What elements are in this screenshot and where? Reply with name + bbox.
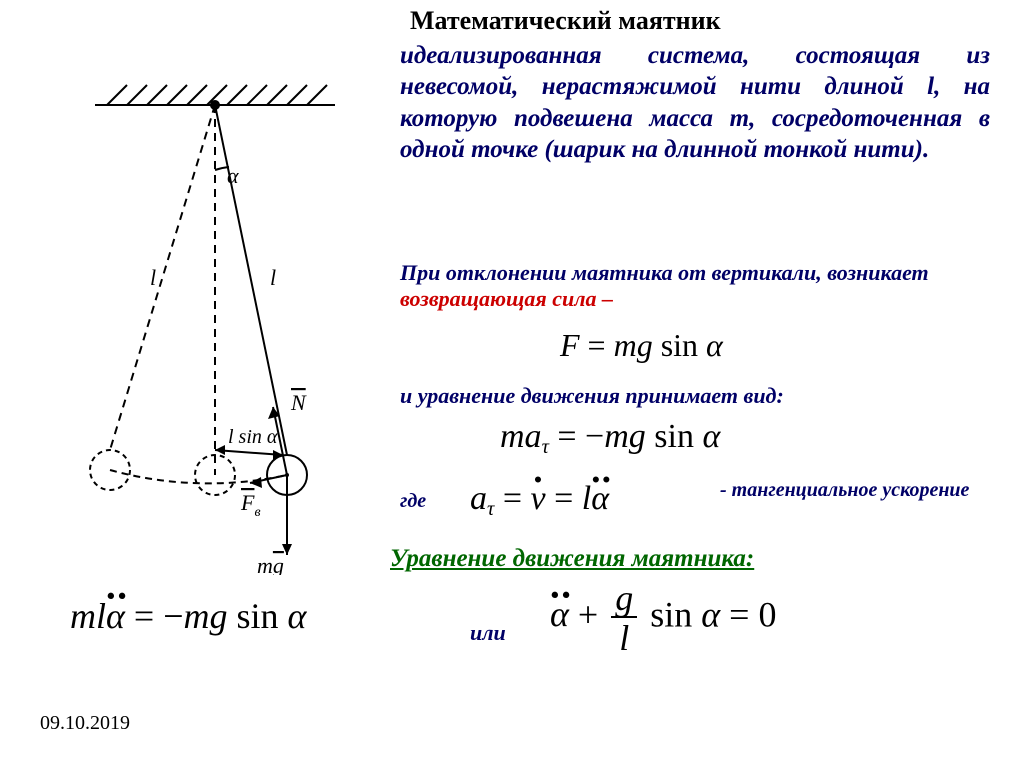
where-label: где	[400, 490, 426, 513]
motion-equation-intro: и уравнение движения принимает вид:	[400, 383, 784, 409]
label-l-left: l	[150, 265, 156, 290]
label-l-right: l	[270, 265, 276, 290]
slide-date: 09.10.2019	[40, 712, 130, 735]
section-heading-motion-eq: Уравнение движения маятника:	[390, 545, 754, 573]
tangential-accel-note: - тангенциальное ускорение	[720, 478, 969, 502]
equation-restoring-force: F = mg sin α	[560, 327, 723, 364]
label-fv: Fв	[240, 490, 261, 520]
equation-tangential-accel: aτ = v = lα	[470, 480, 609, 521]
or-label: или	[470, 620, 506, 646]
page-title: Математический маятник	[410, 6, 721, 36]
label-lsin: l sin α	[228, 426, 278, 448]
deviation-paragraph: При отклонении маятника от вертикали, во…	[400, 260, 990, 312]
equation-motion-tau: maτ = −mg sin α	[500, 418, 720, 459]
deviation-text: При отклонении маятника от вертикали, во…	[400, 260, 929, 285]
label-mg: mg	[257, 553, 284, 575]
pendulum-diagram: α l l l sin α N Fв mg	[55, 55, 375, 575]
equation-pendulum-2: α + gl sin α = 0	[550, 580, 776, 656]
restoring-force-label: возвращающая сила –	[400, 286, 613, 311]
definition-paragraph: идеализированная система, со­сто­я­щая и…	[400, 40, 990, 165]
label-alpha: α	[227, 163, 239, 188]
label-n: N	[290, 390, 307, 415]
equation-pendulum-1: mlα = −mg sin α	[70, 595, 306, 637]
